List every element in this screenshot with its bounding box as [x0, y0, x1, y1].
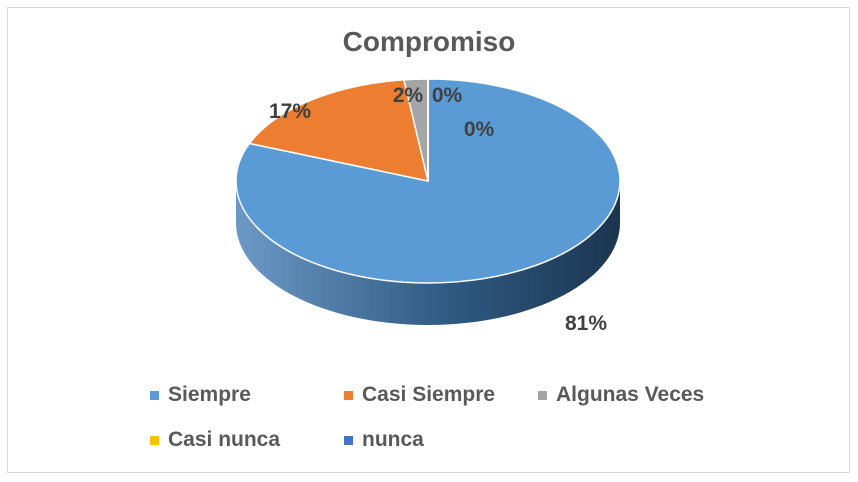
- legend-label-algunas-veces: Algunas Veces: [556, 383, 705, 406]
- legend-label-casi-nunca: Casi nunca: [168, 428, 281, 451]
- data-label-siempre: 81%: [565, 312, 607, 335]
- legend-swatch-algunas-veces: [538, 390, 547, 400]
- legend-label-casi-siempre: Casi Siempre: [362, 383, 496, 406]
- legend-item-casi-siempre: Casi Siempre: [344, 383, 495, 407]
- legend-item-algunas-veces: Algunas Veces: [538, 383, 704, 407]
- chart-title: Compromiso: [342, 26, 516, 57]
- pie-slice-casi-siempre: [248, 79, 430, 182]
- legend-swatch-nunca: [344, 435, 353, 445]
- legend-swatch-casi-nunca: [150, 435, 159, 445]
- data-label-nunca: 0%: [464, 118, 495, 141]
- legend-item-casi-nunca: Casi nunca: [150, 428, 280, 452]
- data-label-algunas-veces: 2%: [393, 84, 424, 107]
- legend-swatch-siempre: [150, 390, 159, 400]
- legend-label-siempre: Siempre: [168, 383, 251, 406]
- data-label-casi-siempre: 17%: [269, 100, 311, 123]
- data-label-casi-nunca: 0%: [432, 84, 463, 107]
- pie-side-wall: [236, 181, 620, 325]
- legend-label-nunca: nunca: [362, 428, 424, 451]
- legend-item-siempre: Siempre: [150, 383, 251, 407]
- legend-swatch-casi-siempre: [344, 390, 353, 400]
- legend-item-nunca: nunca: [344, 428, 424, 452]
